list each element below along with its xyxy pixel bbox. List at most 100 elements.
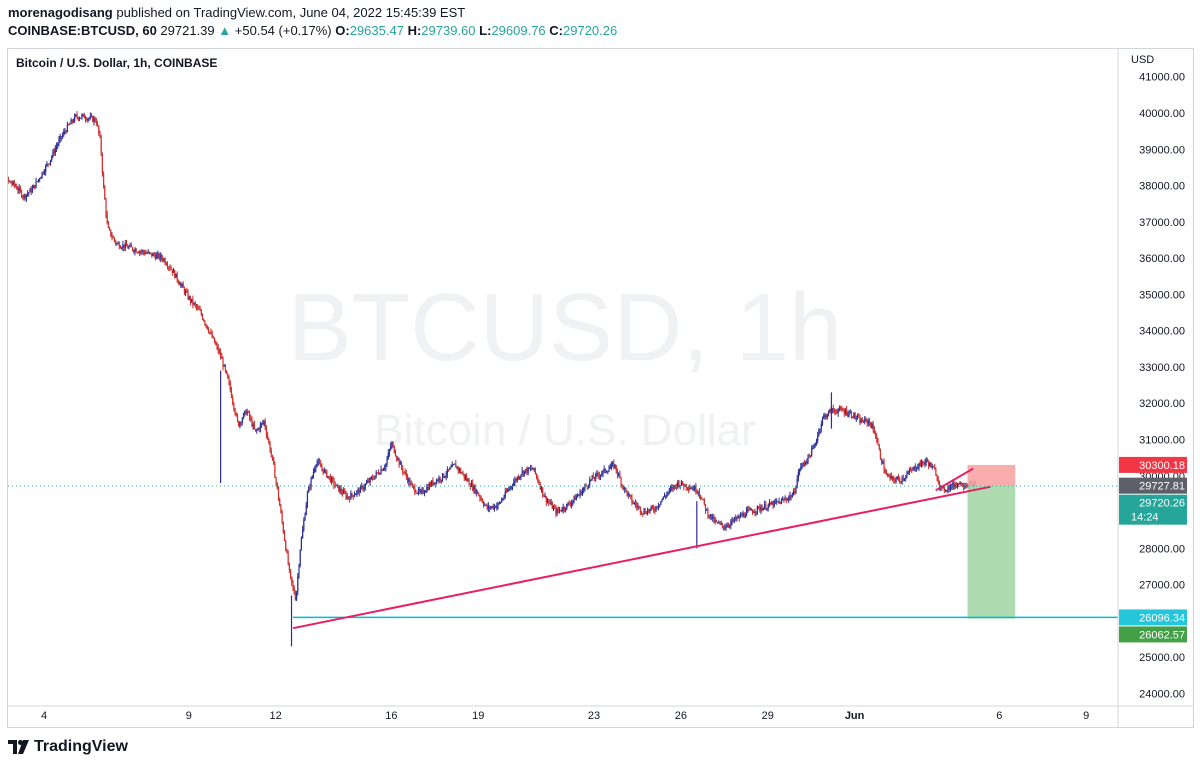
candle-body — [39, 178, 41, 180]
candle-body — [808, 454, 810, 456]
candle-body — [688, 488, 690, 490]
candle-body — [22, 196, 24, 198]
candle-body — [31, 188, 34, 193]
candle-body — [826, 415, 828, 418]
candle-body — [694, 486, 696, 491]
candle-body — [684, 484, 686, 487]
candle-body — [825, 414, 827, 418]
candle-body — [405, 472, 407, 477]
candle-body — [798, 469, 801, 473]
candle-body — [419, 489, 421, 492]
candle-body — [187, 291, 189, 299]
candle-body — [209, 332, 211, 334]
candle-body — [557, 509, 559, 511]
candle-body — [236, 414, 239, 422]
candle-body — [282, 522, 284, 533]
candle-body — [846, 409, 848, 416]
candle-body — [530, 468, 532, 470]
candle-body — [195, 304, 198, 308]
price-tick-label: 25000.00 — [1139, 652, 1185, 664]
candle-body — [57, 144, 59, 147]
author-name[interactable]: morenagodisang — [8, 5, 113, 20]
candle-body — [487, 506, 489, 509]
candle-body — [613, 463, 615, 468]
candle-body — [700, 495, 702, 499]
candle-body — [87, 118, 89, 121]
candle-body — [25, 194, 27, 199]
price-tick-label: 33000.00 — [1139, 362, 1185, 374]
candle-body — [961, 485, 964, 487]
chart-frame[interactable] — [7, 48, 1194, 728]
candle-body — [43, 172, 46, 174]
candle-body — [263, 420, 265, 423]
candle-body — [137, 252, 140, 254]
candle-body — [36, 181, 38, 183]
candle-body — [105, 199, 107, 215]
candle-body — [899, 478, 901, 482]
candle-body — [217, 346, 219, 352]
candle-body — [627, 493, 629, 496]
candle-body — [790, 495, 792, 498]
candle-body — [735, 517, 737, 520]
change-value: +50.54 (+0.17%) — [234, 23, 332, 38]
price-axis-label: 26096.34 — [1139, 612, 1185, 624]
candle-body — [545, 496, 547, 503]
candle-body — [879, 449, 882, 459]
candle-body — [127, 246, 129, 249]
candle-body — [622, 485, 625, 490]
candle-body — [106, 214, 108, 223]
candle-body — [46, 163, 48, 166]
high-value: 29739.60 — [421, 23, 476, 38]
candle-body — [355, 493, 357, 496]
price-axis-label-bg — [1119, 456, 1187, 473]
candle-body — [207, 329, 210, 333]
bar-countdown-label: 14:24 — [1131, 512, 1159, 524]
candle-body — [920, 460, 923, 467]
candle-body — [117, 243, 119, 245]
candle-body — [642, 513, 644, 515]
candle-body — [744, 516, 746, 518]
candle-body — [496, 505, 498, 508]
candle-body — [502, 498, 504, 500]
low-value: 29609.76 — [491, 23, 546, 38]
candle-body — [504, 491, 506, 497]
candle-body — [333, 479, 335, 486]
time-tick-label: 6 — [996, 710, 1002, 722]
low-label: L: — [479, 23, 492, 38]
candle-body — [40, 177, 42, 179]
candle-body — [265, 428, 268, 435]
candle-body — [420, 490, 422, 492]
candle-body — [13, 181, 15, 186]
candle-body — [131, 247, 134, 251]
price-tick-label: 31000.00 — [1139, 435, 1185, 447]
candle-body — [460, 469, 462, 474]
candle-body — [30, 188, 32, 193]
candle-body — [140, 251, 142, 253]
candle-body — [848, 412, 850, 415]
candle-body — [692, 488, 695, 491]
candle-body — [549, 502, 551, 504]
candle-body — [469, 484, 471, 487]
candle-body — [778, 501, 780, 503]
candle-body — [657, 505, 660, 508]
candle-body — [561, 510, 563, 512]
candle-body — [63, 131, 65, 135]
candle-body — [90, 116, 93, 118]
candle-body — [893, 477, 895, 481]
candle-body — [119, 247, 122, 249]
candle-body — [634, 502, 637, 505]
candle-body — [178, 283, 181, 286]
candle-body — [603, 468, 605, 471]
candle-body — [517, 477, 520, 479]
candle-body — [228, 378, 230, 383]
candle-body — [54, 148, 56, 154]
candle-body — [709, 514, 711, 517]
candle-body — [586, 485, 588, 487]
candle-body — [666, 493, 668, 497]
tradingview-logo[interactable]: TradingView — [8, 738, 128, 756]
candle-body — [345, 493, 347, 498]
candle-body — [435, 480, 438, 484]
price-tick-label: 36000.00 — [1139, 253, 1185, 265]
candle-body — [454, 463, 456, 465]
